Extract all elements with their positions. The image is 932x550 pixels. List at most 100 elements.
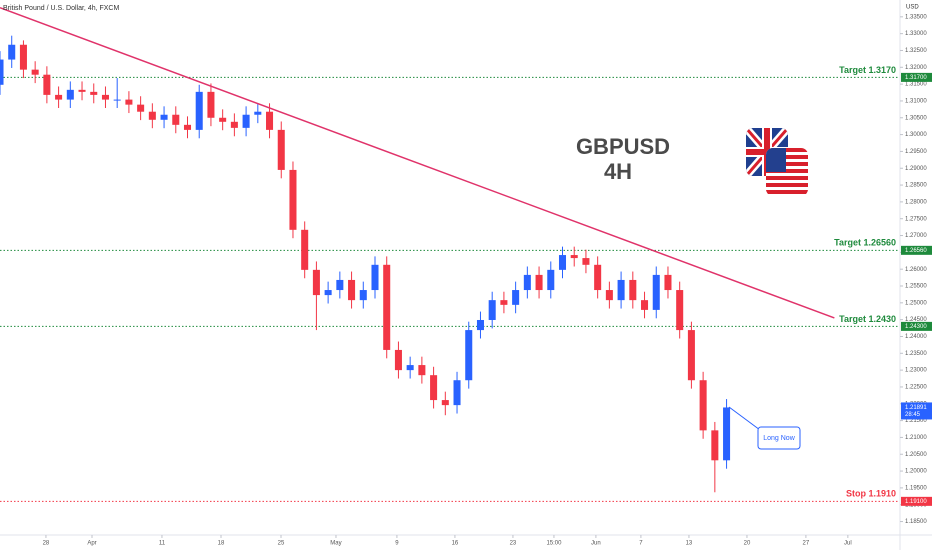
candle-body (394, 349, 402, 371)
chart-title: British Pound / U.S. Dollar, 4h, FXCM (3, 5, 119, 12)
candle-body (664, 274, 672, 291)
candle-body (699, 380, 707, 431)
y-tick-label: 1.28000 (905, 199, 927, 205)
level-axis-label: 1.24300 (905, 324, 927, 330)
candle-body (500, 300, 508, 305)
y-tick-label: 1.22500 (905, 385, 927, 391)
candle-body (242, 114, 250, 128)
candle-body (172, 114, 180, 125)
candle-body (266, 111, 274, 130)
candle-body (183, 124, 192, 130)
y-tick-label: 1.32000 (905, 65, 927, 71)
level-axis-box (901, 72, 932, 82)
x-tick-label: 13 (686, 541, 693, 547)
y-tick-label: 1.20500 (905, 452, 927, 458)
y-tick-label: 1.20000 (905, 469, 927, 475)
candle-body (336, 279, 344, 291)
candle-body (348, 279, 356, 301)
currency: USD (906, 5, 919, 11)
candle-body (570, 255, 578, 259)
y-tick-label: 1.23500 (905, 351, 927, 357)
us-flag (766, 148, 808, 196)
candle-body (558, 255, 567, 270)
candle-body (441, 400, 449, 406)
candle-body (113, 99, 121, 101)
candle-body (641, 300, 649, 310)
last-price-label: 1.21891 (905, 405, 927, 411)
candle-body (605, 290, 613, 301)
candle-body (371, 264, 379, 291)
y-tick-label: 1.24500 (905, 317, 927, 323)
level-axis-label: 1.31700 (905, 75, 927, 81)
candle-body (453, 380, 461, 406)
x-tick-label: 9 (395, 541, 399, 547)
y-tick-label: 1.24000 (905, 334, 927, 340)
y-tick-label: 1.27500 (905, 216, 927, 222)
candle-body (312, 269, 320, 296)
candle-body (160, 114, 168, 120)
candle-body (418, 365, 426, 376)
candle-body (19, 44, 27, 70)
callout-box (757, 426, 801, 450)
candle-body (406, 365, 414, 371)
y-tick-label: 1.30000 (905, 132, 927, 138)
level-axis-label: 1.19100 (905, 499, 927, 505)
y-tick-label: 1.18500 (905, 519, 927, 525)
candle-body (230, 121, 238, 128)
candle-body (582, 258, 590, 265)
x-tick-label: Jun (591, 541, 601, 547)
y-tick-label: 1.32500 (905, 48, 927, 54)
candle-body (101, 94, 109, 100)
y-tick-label: 1.21500 (905, 418, 927, 424)
candle-body (43, 74, 51, 95)
candle-body (430, 375, 438, 401)
level-label: Target 1.26560 (834, 238, 896, 248)
headline-timeframe: 4H (604, 159, 632, 184)
candle-body (125, 99, 133, 105)
candle-body (78, 89, 86, 92)
candle-body (617, 279, 625, 301)
axes: 1.185001.190001.195001.200001.205001.210… (43, 14, 928, 546)
candle-body (547, 269, 555, 291)
plot-area (0, 7, 900, 502)
y-tick-label: 1.26000 (905, 267, 927, 273)
x-tick-label: 23 (510, 541, 517, 547)
y-tick-label: 1.27000 (905, 233, 927, 239)
y-tick-label: 1.31500 (905, 82, 927, 88)
y-tick-label: 1.30500 (905, 115, 927, 121)
x-tick-label: May (330, 541, 341, 547)
candle-body (277, 129, 285, 170)
candle-body (8, 44, 16, 60)
candle-body (148, 111, 156, 120)
candle-body (629, 279, 637, 301)
candle-body (55, 94, 63, 100)
candle-body (207, 91, 215, 118)
y-tick-label: 1.29000 (905, 166, 927, 172)
candle-body (254, 111, 262, 115)
x-tick-label: Jul (844, 541, 852, 547)
headline-symbol: GBPUSD (576, 134, 670, 159)
candle-body (476, 319, 484, 331)
candle-body (711, 430, 719, 461)
x-tick-label: Apr (87, 541, 96, 547)
candle-body (594, 264, 602, 291)
y-tick-label: 1.19500 (905, 485, 927, 491)
x-tick-label: 16 (452, 541, 459, 547)
y-tick-label: 1.28500 (905, 183, 927, 189)
candle-body (66, 89, 74, 100)
x-tick-label: 20 (744, 541, 751, 547)
candle-body (652, 274, 660, 310)
callout-text: Long Now (763, 435, 795, 442)
level-axis-box (901, 245, 932, 255)
candle-body (465, 330, 473, 381)
level-axis-box (901, 321, 932, 331)
y-tick-label: 1.29500 (905, 149, 927, 155)
callout-pointer (728, 406, 761, 431)
y-tick-label: 1.33500 (905, 14, 927, 20)
candle-body (219, 117, 227, 122)
candle-body (289, 169, 297, 230)
candle-body (90, 91, 98, 95)
candle-body (301, 229, 309, 270)
trendline (0, 7, 835, 319)
